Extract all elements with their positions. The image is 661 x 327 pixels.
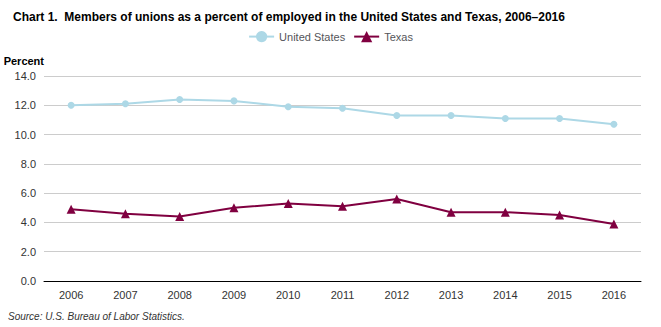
svg-text:4.0: 4.0 [21,216,36,228]
svg-text:2010: 2010 [276,289,300,301]
svg-text:2.0: 2.0 [21,246,36,258]
svg-text:2015: 2015 [547,289,571,301]
svg-text:0.0: 0.0 [21,275,36,287]
svg-text:10.0: 10.0 [15,129,36,141]
svg-text:14.0: 14.0 [15,70,36,82]
svg-text:8.0: 8.0 [21,158,36,170]
svg-text:2016: 2016 [602,289,626,301]
svg-text:2011: 2011 [331,289,355,301]
svg-text:2014: 2014 [493,289,517,301]
svg-text:6.0: 6.0 [21,187,36,199]
svg-text:2006: 2006 [59,289,83,301]
svg-text:2012: 2012 [385,289,409,301]
svg-text:2009: 2009 [222,289,246,301]
svg-text:Chart 1. Members of unions as: Chart 1. Members of unions as a percent … [13,10,565,24]
svg-text:2007: 2007 [113,289,137,301]
svg-text:Percent: Percent [4,55,45,67]
svg-text:2013: 2013 [439,289,463,301]
svg-text:Source: U.S. Bureau of Labor S: Source: U.S. Bureau of Labor Statistics. [8,311,185,322]
svg-text:Texas: Texas [384,31,413,43]
svg-text:2008: 2008 [167,289,191,301]
svg-text:United States: United States [279,31,346,43]
svg-text:12.0: 12.0 [15,99,36,111]
